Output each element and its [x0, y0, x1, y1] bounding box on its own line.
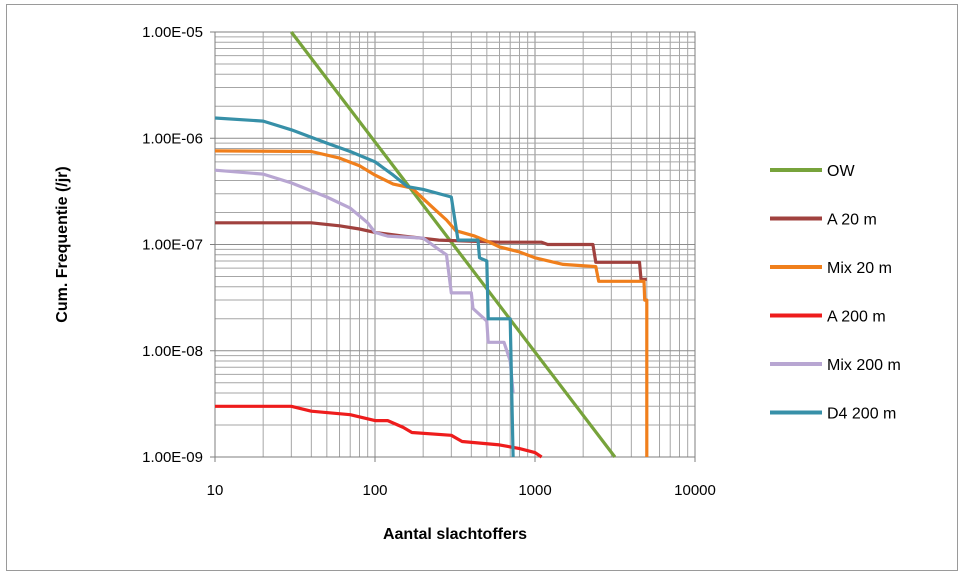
series-line-d4-200-m: [214, 116, 515, 458]
x-tick-label: 1000: [518, 482, 551, 499]
series-line-ow: [290, 31, 617, 458]
y-axis-title: Cum. Frequentie (/jr): [54, 166, 71, 322]
series-line-mix-200-m: [214, 168, 515, 394]
y-tick-label: 1.00E-08: [142, 343, 203, 360]
x-axis-title: Aantal slachtoffers: [383, 526, 527, 543]
y-tick-label: 1.00E-09: [142, 449, 203, 466]
legend-label: A 20 m: [827, 212, 877, 229]
y-tick-label: 1.00E-05: [142, 24, 203, 41]
y-tick-label: 1.00E-07: [142, 237, 203, 254]
legend-label: D4 200 m: [827, 406, 896, 423]
legend: OW A 20 m Mix 20 m A 200 m Mix 200 m D4 200 m: [770, 163, 901, 423]
x-axis-ticks: 10 100 1000 10000: [207, 457, 716, 499]
legend-label: A 200 m: [827, 309, 886, 326]
x-tick-label: 10000: [674, 482, 716, 499]
series-line-a-200-m: [215, 404, 543, 459]
x-tick-label: 10: [207, 482, 224, 499]
series-line-a-20-m: [215, 221, 647, 281]
y-tick-label: 1.00E-06: [142, 130, 203, 147]
x-tick-label: 100: [362, 482, 387, 499]
legend-label: Mix 20 m: [827, 260, 892, 277]
y-axis-ticks: 1.00E-05 1.00E-06 1.00E-07 1.00E-08 1.00E-09: [142, 24, 215, 466]
legend-label: OW: [827, 163, 855, 180]
legend-label: Mix 200 m: [827, 357, 901, 374]
series-layer: [214, 31, 649, 459]
chart-frame: [6, 4, 958, 571]
series-line-mix-20-m: [214, 149, 649, 457]
